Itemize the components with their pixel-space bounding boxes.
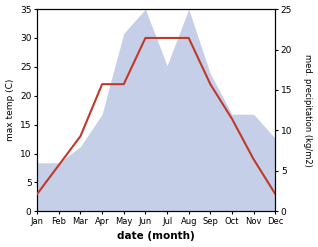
Y-axis label: med. precipitation (kg/m2): med. precipitation (kg/m2) [303, 54, 313, 167]
X-axis label: date (month): date (month) [117, 231, 195, 242]
Y-axis label: max temp (C): max temp (C) [5, 79, 15, 141]
